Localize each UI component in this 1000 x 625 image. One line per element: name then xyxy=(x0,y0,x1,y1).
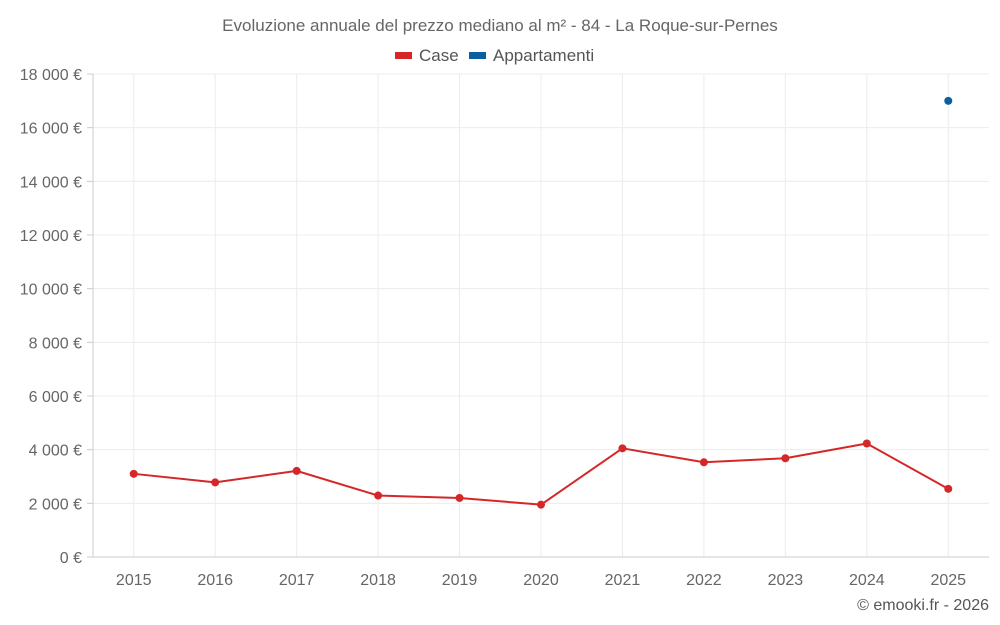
y-tick-label: 6 000 € xyxy=(29,389,82,406)
y-tick-label: 4 000 € xyxy=(29,443,82,460)
data-point-case[interactable] xyxy=(944,484,953,493)
y-tick-label: 10 000 € xyxy=(20,282,82,299)
chart-title: Evoluzione annuale del prezzo mediano al… xyxy=(222,16,778,35)
axes xyxy=(87,73,989,558)
data-point-case[interactable] xyxy=(781,454,790,463)
legend-item-case[interactable]: Case xyxy=(395,46,459,65)
y-tick-label: 12 000 € xyxy=(20,228,82,245)
y-tick-label: 8 000 € xyxy=(29,335,82,352)
legend-label-appartamenti: Appartamenti xyxy=(493,46,594,65)
x-tick-label: 2021 xyxy=(605,572,641,589)
x-tick-label: 2020 xyxy=(523,572,559,589)
x-tick-label: 2015 xyxy=(116,572,152,589)
copyright-text: © emooki.fr - 2026 xyxy=(857,597,989,614)
x-tick-label: 2025 xyxy=(930,572,966,589)
data-point-case[interactable] xyxy=(618,444,627,453)
data-point-case[interactable] xyxy=(129,469,138,478)
data-point-case[interactable] xyxy=(211,478,220,487)
x-tick-label: 2024 xyxy=(849,572,885,589)
y-tick-label: 14 000 € xyxy=(20,174,82,191)
data-point-case[interactable] xyxy=(862,439,871,448)
y-tick-label: 0 € xyxy=(60,550,82,567)
legend-label-case: Case xyxy=(419,46,459,65)
legend-swatch-appartamenti xyxy=(469,52,486,59)
x-tick-label: 2019 xyxy=(442,572,478,589)
x-tick-label: 2022 xyxy=(686,572,722,589)
y-tick-label: 18 000 € xyxy=(20,67,82,84)
x-axis-labels: 2015 2016 2017 2018 2019 2020 2021 2022 2023 2024… xyxy=(116,572,966,589)
x-tick-label: 2023 xyxy=(768,572,804,589)
data-point-case[interactable] xyxy=(292,466,301,475)
y-axis-labels: 0 € 2 000 € 4 000 € 6 000 € 8 000 € 10 000 € 1… xyxy=(20,67,82,567)
x-tick-label: 2018 xyxy=(360,572,396,589)
data-point-case[interactable] xyxy=(699,458,708,467)
series-layer xyxy=(129,96,953,509)
x-tick-label: 2016 xyxy=(197,572,233,589)
data-point-case[interactable] xyxy=(455,493,464,502)
data-point-case[interactable] xyxy=(374,491,383,500)
data-point-case[interactable] xyxy=(537,500,545,509)
legend-swatch-case xyxy=(395,52,412,59)
y-tick-label: 2 000 € xyxy=(29,496,82,513)
legend-item-appartamenti[interactable]: Appartamenti xyxy=(469,46,594,65)
grid xyxy=(93,73,989,557)
legend: Case Appartamenti xyxy=(395,46,594,65)
data-point-appartamenti[interactable] xyxy=(944,96,953,105)
y-tick-label: 16 000 € xyxy=(20,121,82,138)
x-tick-label: 2017 xyxy=(279,572,315,589)
